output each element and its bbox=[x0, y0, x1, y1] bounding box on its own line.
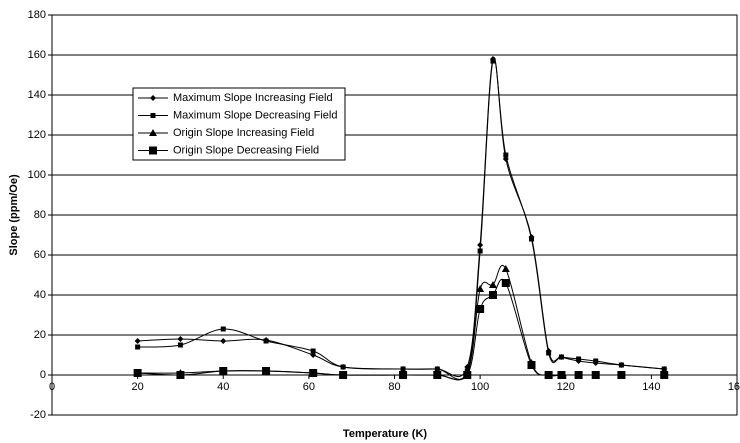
y-tick-label: 20 bbox=[34, 329, 46, 341]
series-line bbox=[137, 58, 665, 380]
marker bbox=[177, 342, 183, 348]
marker bbox=[527, 361, 536, 369]
marker bbox=[574, 371, 583, 379]
marker bbox=[434, 366, 440, 372]
y-tick-label: 40 bbox=[34, 289, 46, 301]
marker bbox=[339, 371, 348, 379]
x-tick-label: 160 bbox=[728, 381, 740, 393]
marker bbox=[660, 371, 669, 379]
marker bbox=[501, 279, 510, 287]
marker bbox=[488, 281, 497, 288]
marker bbox=[149, 129, 157, 136]
y-tick-label: 140 bbox=[28, 89, 46, 101]
marker bbox=[433, 371, 442, 379]
legend-label: Origin Slope Decreasing Field bbox=[173, 144, 319, 156]
marker bbox=[617, 371, 626, 379]
x-tick-label: 140 bbox=[642, 381, 660, 393]
marker bbox=[220, 338, 227, 344]
y-axis-title: Slope (ppm/Oe) bbox=[8, 174, 20, 256]
y-tick-label: -20 bbox=[30, 409, 46, 421]
marker bbox=[150, 113, 156, 118]
y-tick-label: 180 bbox=[28, 9, 46, 21]
marker bbox=[593, 358, 599, 364]
marker bbox=[150, 95, 156, 101]
series-line bbox=[137, 278, 665, 381]
marker bbox=[463, 371, 472, 379]
marker bbox=[576, 356, 582, 362]
marker bbox=[135, 344, 141, 350]
x-tick-label: 60 bbox=[303, 381, 315, 393]
x-axis-title: Temperature (K) bbox=[343, 428, 427, 440]
x-tick-label: 100 bbox=[471, 381, 489, 393]
marker bbox=[476, 285, 485, 292]
marker bbox=[546, 350, 552, 356]
marker bbox=[477, 248, 483, 254]
y-tick-label: 60 bbox=[34, 249, 46, 261]
marker bbox=[177, 336, 184, 342]
legend-label: Maximum Slope Decreasing Field bbox=[173, 109, 337, 121]
marker bbox=[220, 326, 226, 332]
marker bbox=[503, 152, 509, 158]
marker bbox=[557, 371, 566, 379]
marker bbox=[661, 366, 667, 372]
legend-label: Origin Slope Increasing Field bbox=[173, 127, 314, 139]
marker bbox=[263, 338, 269, 344]
y-tick-label: 0 bbox=[40, 369, 46, 381]
marker bbox=[488, 291, 497, 299]
marker bbox=[149, 146, 157, 155]
y-tick-label: 100 bbox=[28, 169, 46, 181]
marker bbox=[558, 354, 564, 360]
marker bbox=[618, 362, 624, 368]
marker bbox=[399, 371, 408, 379]
marker bbox=[529, 236, 534, 242]
marker bbox=[262, 367, 271, 375]
marker bbox=[340, 364, 346, 370]
legend-label: Maximum Slope Increasing Field bbox=[173, 92, 333, 104]
y-tick-label: 160 bbox=[28, 49, 46, 61]
marker bbox=[501, 265, 510, 272]
marker bbox=[309, 369, 318, 377]
y-tick-label: 80 bbox=[34, 209, 46, 221]
y-tick-label: 120 bbox=[28, 129, 46, 141]
marker bbox=[400, 366, 406, 372]
marker bbox=[176, 371, 185, 379]
x-tick-label: 40 bbox=[217, 381, 229, 393]
marker bbox=[476, 305, 485, 313]
marker bbox=[591, 371, 600, 379]
legend-box bbox=[132, 87, 346, 161]
marker bbox=[134, 338, 141, 344]
series-line bbox=[137, 265, 665, 381]
marker bbox=[219, 367, 228, 375]
x-tick-label: 80 bbox=[388, 381, 400, 393]
marker bbox=[133, 369, 142, 377]
x-tick-label: 120 bbox=[557, 381, 575, 393]
x-tick-label: 20 bbox=[132, 381, 144, 393]
marker bbox=[490, 58, 496, 64]
plot-frame bbox=[51, 14, 738, 416]
marker bbox=[544, 371, 553, 379]
marker bbox=[310, 348, 316, 354]
